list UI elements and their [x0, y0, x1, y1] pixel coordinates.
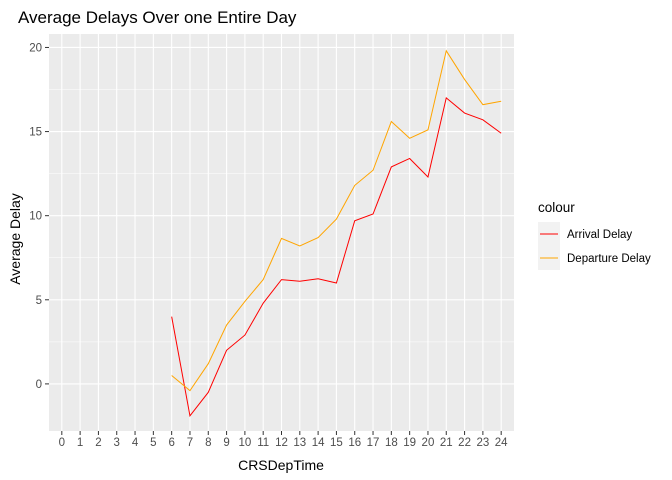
legend-label: Departure Delay	[567, 253, 651, 265]
y-tick-label: 0	[36, 379, 42, 391]
x-tick-label: 23	[476, 437, 489, 449]
x-tick-label: 16	[348, 437, 361, 449]
x-axis-title: CRSDepTime	[238, 457, 324, 473]
x-tick-label: 22	[458, 437, 471, 449]
legend-label: Arrival Delay	[567, 229, 632, 241]
x-tick-label: 18	[385, 437, 398, 449]
x-tick-label: 10	[238, 437, 251, 449]
legend-title: colour	[538, 200, 575, 215]
series-lines	[171, 49, 502, 418]
x-tick-label: 17	[367, 437, 380, 449]
y-axis: 0 5 10 15 20	[29, 42, 49, 391]
x-tick-label: 6	[168, 437, 174, 449]
series-line-departure-delay	[171, 49, 502, 392]
chart-title: Average Delays Over one Entire Day	[18, 8, 297, 27]
grid-lines	[49, 34, 514, 431]
x-tick-label: 19	[403, 437, 416, 449]
x-tick-label: 1	[77, 437, 83, 449]
x-tick-label: 5	[150, 437, 156, 449]
x-axis: 0 1 2 3 4 5 6 7 8 9 10 11 12 13 14 15 16 17 18 19 20 21 22 23 24	[59, 431, 508, 449]
y-axis-title: Average Delay	[7, 193, 23, 285]
y-tick-label: 5	[36, 295, 42, 307]
x-tick-label: 15	[330, 437, 343, 449]
y-tick-label: 20	[29, 42, 42, 54]
x-tick-label: 7	[187, 437, 193, 449]
x-tick-label: 4	[132, 437, 139, 449]
x-tick-label: 13	[293, 437, 306, 449]
y-tick-label: 10	[29, 211, 42, 223]
x-tick-label: 8	[205, 437, 211, 449]
series-line-arrival-delay	[171, 97, 502, 418]
y-tick-label: 15	[29, 127, 42, 139]
x-tick-label: 24	[495, 437, 508, 449]
x-tick-label: 3	[114, 437, 120, 449]
legend: colour Arrival Delay Departure Delay	[538, 200, 651, 270]
x-tick-label: 2	[95, 437, 101, 449]
x-tick-label: 12	[275, 437, 288, 449]
x-tick-label: 11	[257, 437, 269, 449]
x-tick-label: 20	[422, 437, 435, 449]
x-tick-label: 9	[223, 437, 229, 449]
x-tick-label: 0	[59, 437, 65, 449]
x-tick-label: 14	[312, 437, 325, 449]
x-tick-label: 21	[440, 437, 453, 449]
